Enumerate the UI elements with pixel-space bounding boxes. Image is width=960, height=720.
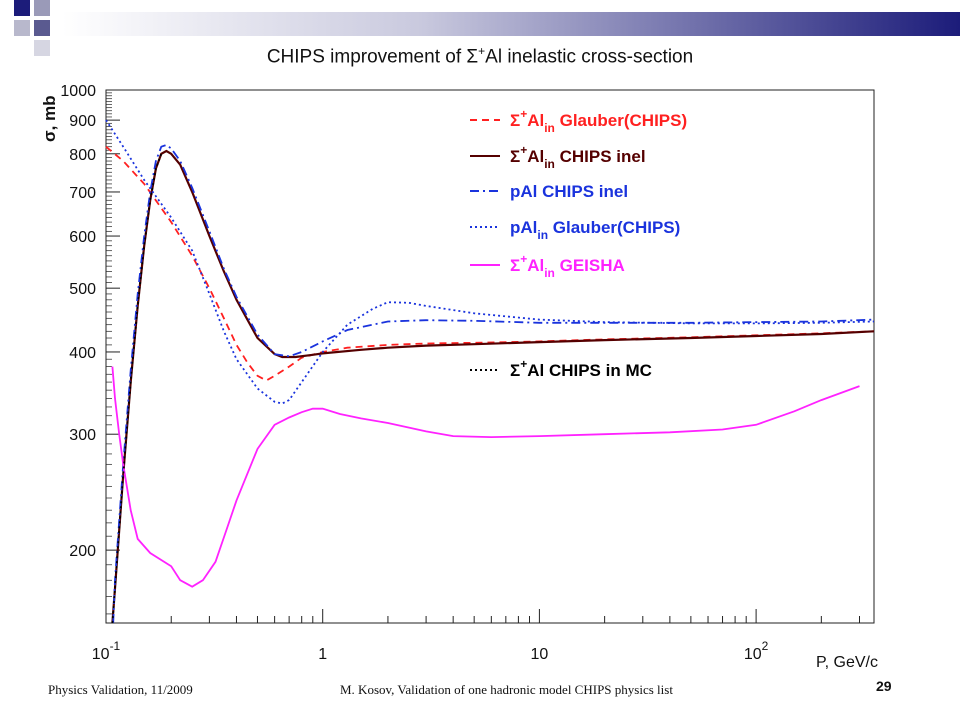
y-tick-label: 1000 <box>60 83 96 100</box>
logo-square-3 <box>14 20 30 36</box>
plot-frame <box>105 89 875 624</box>
series-line-4 <box>105 119 875 405</box>
y-tick-label: 500 <box>69 281 96 298</box>
legend-label: Σ+Alin Glauber(CHIPS) <box>510 107 687 135</box>
series-line-1 <box>105 146 875 382</box>
series-line-6 <box>111 153 163 624</box>
title-sigma: Σ <box>466 46 479 68</box>
header-gradient-bar <box>62 12 960 36</box>
footer-left: Physics Validation, 11/2009 <box>48 682 193 697</box>
y-tick-label: 700 <box>69 185 96 202</box>
legend-label: pAl CHIPS inel <box>510 182 628 201</box>
series-lines <box>105 119 875 624</box>
title-prefix: CHIPS improvement of <box>266 46 467 68</box>
axis-ticks: 10-1 1 10 102 1000 900 800 700 600 500 400 300 200 <box>60 83 860 663</box>
y-tick-label: 800 <box>69 147 96 164</box>
logo-square-1 <box>14 0 30 16</box>
y-tick-label: 900 <box>69 113 96 130</box>
legend-label: pAlin Glauber(CHIPS) <box>510 218 680 242</box>
logo-square-2 <box>34 0 50 16</box>
legend-label: Σ+Al CHIPS in MC <box>510 357 652 380</box>
chart-title: CHIPS improvement of Σ+Al inelastic cros… <box>0 44 960 68</box>
x-tick-label: 10 <box>531 646 549 663</box>
x-tick-label: 1 <box>318 646 327 663</box>
x-tick-label: 10-1 <box>92 639 121 663</box>
page-number: 29 <box>876 678 892 694</box>
y-tick-label: 200 <box>69 543 96 560</box>
y-axis-label: σ, mb <box>40 95 59 142</box>
logo-square-4 <box>34 20 50 36</box>
series-line-5 <box>111 366 860 588</box>
title-superscript: + <box>478 44 486 58</box>
series-line-3 <box>112 143 875 624</box>
legend: Σ+Alin Glauber(CHIPS) Σ+Alin CHIPS inel pA… <box>470 107 687 380</box>
logo-square-5 <box>34 40 50 56</box>
footer-center: M. Kosov, Validation of one hadronic mod… <box>340 682 673 697</box>
legend-label: Σ+Alin GEISHA <box>510 252 625 280</box>
y-tick-label: 400 <box>69 345 96 362</box>
title-suffix: Al inelastic cross-section <box>485 46 694 68</box>
legend-label: Σ+Alin CHIPS inel <box>510 143 646 171</box>
series-line-2 <box>111 149 875 624</box>
x-tick-label: 102 <box>744 639 769 663</box>
y-tick-label: 300 <box>69 427 96 444</box>
y-tick-label: 600 <box>69 229 96 246</box>
x-axis-label: P, GeV/c <box>816 654 878 671</box>
